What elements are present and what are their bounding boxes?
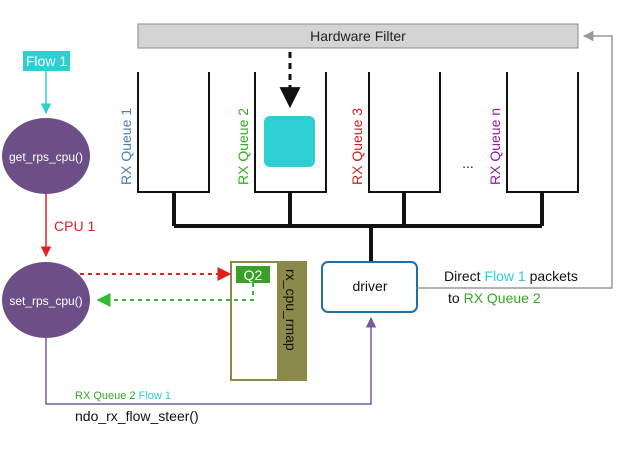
direct-flow-text-line1: Direct Flow 1 packets (444, 268, 578, 284)
flow-steer-path (45, 316, 377, 405)
driver-box[interactable] (321, 261, 418, 313)
get-rps-cpu-node (2, 118, 90, 194)
ndo-rx-flow-steer-label: ndo_rx_flow_steer() (75, 408, 199, 424)
flow1-box (23, 51, 70, 71)
queue-ellipsis: ... (462, 155, 474, 171)
flow1-box-label: Flow 1 (26, 53, 67, 69)
hardware-filter-box (137, 23, 579, 49)
queue-bus (172, 192, 544, 264)
direct-flow-text-line2: to RX Queue 2 (448, 290, 541, 306)
rx-queue-3-container (368, 72, 441, 193)
rx-queue-n-label: RX Queue n (487, 108, 503, 185)
rx-queue-2-label: RX Queue 2 (235, 108, 251, 185)
hardware-filter-label: Hardware Filter (310, 28, 406, 44)
rx-queue-3-label: RX Queue 3 (349, 108, 365, 185)
steer-caption: RX Queue 2 Flow 1 (75, 390, 171, 402)
cpu1-label: CPU 1 (54, 218, 95, 234)
q2-entry-box (236, 266, 270, 283)
direct-flow-path (417, 30, 613, 289)
flow1-packet (264, 116, 315, 167)
set-rps-cpu-node (2, 262, 90, 338)
rx-cpu-rmap-bar (277, 262, 306, 380)
rx-queue-n-container (506, 72, 579, 193)
rx-queue-1-label: RX Queue 1 (118, 108, 134, 185)
q2-to-set-arrow (96, 283, 254, 307)
q2-entry-label: Q2 (244, 267, 263, 283)
get-rps-cpu-label: get_rps_cpu() (9, 150, 83, 164)
set-rps-cpu-label: set_rps_cpu() (9, 294, 82, 308)
rx-cpu-rmap-label: rx_cpu_rmap (283, 269, 299, 351)
rx-queue-1-container (137, 72, 210, 193)
driver-label: driver (352, 278, 387, 294)
